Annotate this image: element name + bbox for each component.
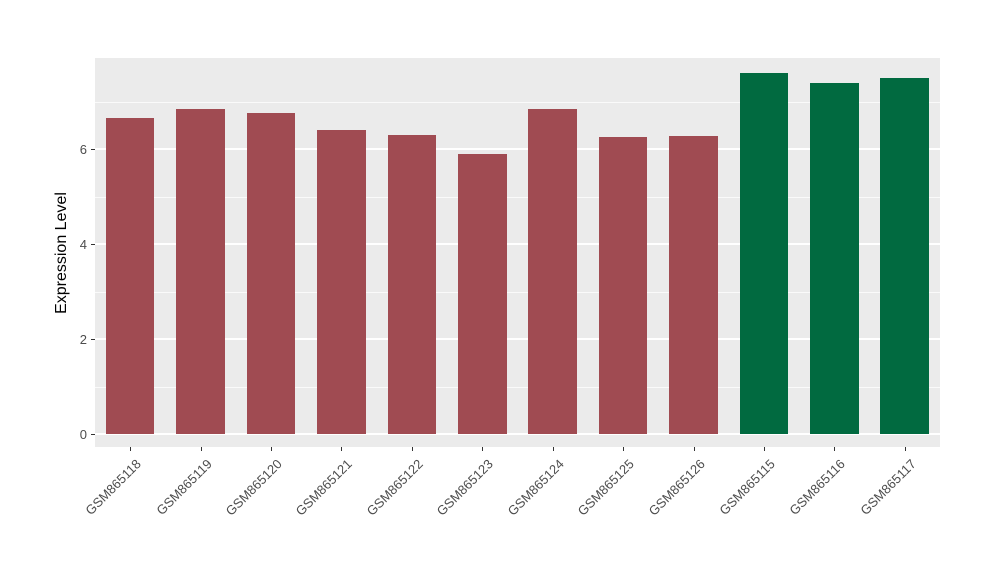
y-tick-mark-4 (91, 244, 95, 245)
x-tick-mark-GSM865121 (341, 447, 343, 451)
y-tick-mark-2 (91, 339, 95, 340)
x-tick-mark-GSM865120 (271, 447, 273, 451)
x-tick-label-GSM865122: GSM865122 (363, 456, 426, 519)
gridline-minor-y3 (95, 291, 940, 293)
bar-GSM865123 (457, 153, 507, 434)
y-tick-label-6: 6 (79, 142, 87, 157)
gridline-minor-y7 (95, 101, 940, 103)
y-tick-label-2: 2 (79, 332, 87, 347)
gridline-major-y2 (95, 338, 940, 340)
x-tick-label-GSM865118: GSM865118 (82, 456, 145, 518)
y-tick-label-4: 4 (79, 237, 87, 252)
bar-GSM865119 (176, 108, 225, 434)
bar-GSM865126 (669, 136, 718, 434)
gridline-major-y4 (95, 243, 940, 245)
bar-GSM865117 (880, 77, 930, 434)
x-tick-label-GSM865125: GSM865125 (574, 456, 638, 519)
gridline-major-y6 (95, 148, 940, 150)
gridline-minor-y5 (95, 196, 940, 198)
bar-GSM865122 (387, 134, 437, 434)
bar-GSM865115 (739, 73, 789, 434)
x-tick-label-GSM865123: GSM865123 (433, 456, 497, 519)
gridline-minor-y1 (95, 386, 940, 388)
bar-GSM865118 (105, 118, 155, 434)
x-tick-mark-GSM865115 (763, 447, 765, 451)
x-tick-label-GSM865121: GSM865121 (293, 456, 356, 519)
bar-GSM865124 (528, 108, 577, 434)
x-tick-label-GSM865115: GSM865115 (716, 456, 778, 518)
y-tick-mark-6 (91, 149, 95, 150)
x-tick-mark-GSM865119 (200, 447, 202, 451)
bar-GSM865121 (317, 130, 366, 434)
x-tick-mark-GSM865124 (552, 447, 554, 451)
x-tick-label-GSM865117: GSM865117 (857, 456, 919, 518)
y-axis-title: Expression Level (53, 191, 70, 314)
plot-panel (95, 58, 940, 447)
gridline-major-y0 (95, 433, 940, 435)
bar-GSM865116 (810, 82, 859, 434)
x-tick-label-GSM865116: GSM865116 (786, 456, 849, 518)
x-tick-label-GSM865120: GSM865120 (222, 456, 285, 519)
y-tick-label-0: 0 (79, 427, 87, 442)
x-tick-mark-GSM865116 (834, 447, 836, 451)
bar-GSM865120 (246, 113, 296, 434)
x-tick-label-GSM865124: GSM865124 (504, 456, 567, 519)
x-tick-label-GSM865119: GSM865119 (152, 456, 215, 518)
x-tick-mark-GSM865125 (623, 447, 625, 451)
x-tick-mark-GSM865122 (411, 447, 413, 451)
y-tick-mark-0 (91, 434, 95, 435)
x-tick-mark-GSM865126 (693, 447, 695, 451)
x-tick-label-GSM865126: GSM865126 (645, 456, 708, 519)
x-tick-mark-GSM865117 (904, 447, 906, 451)
x-tick-mark-GSM865123 (482, 447, 484, 451)
x-tick-mark-GSM865118 (130, 447, 132, 451)
bar-GSM865125 (598, 137, 648, 434)
